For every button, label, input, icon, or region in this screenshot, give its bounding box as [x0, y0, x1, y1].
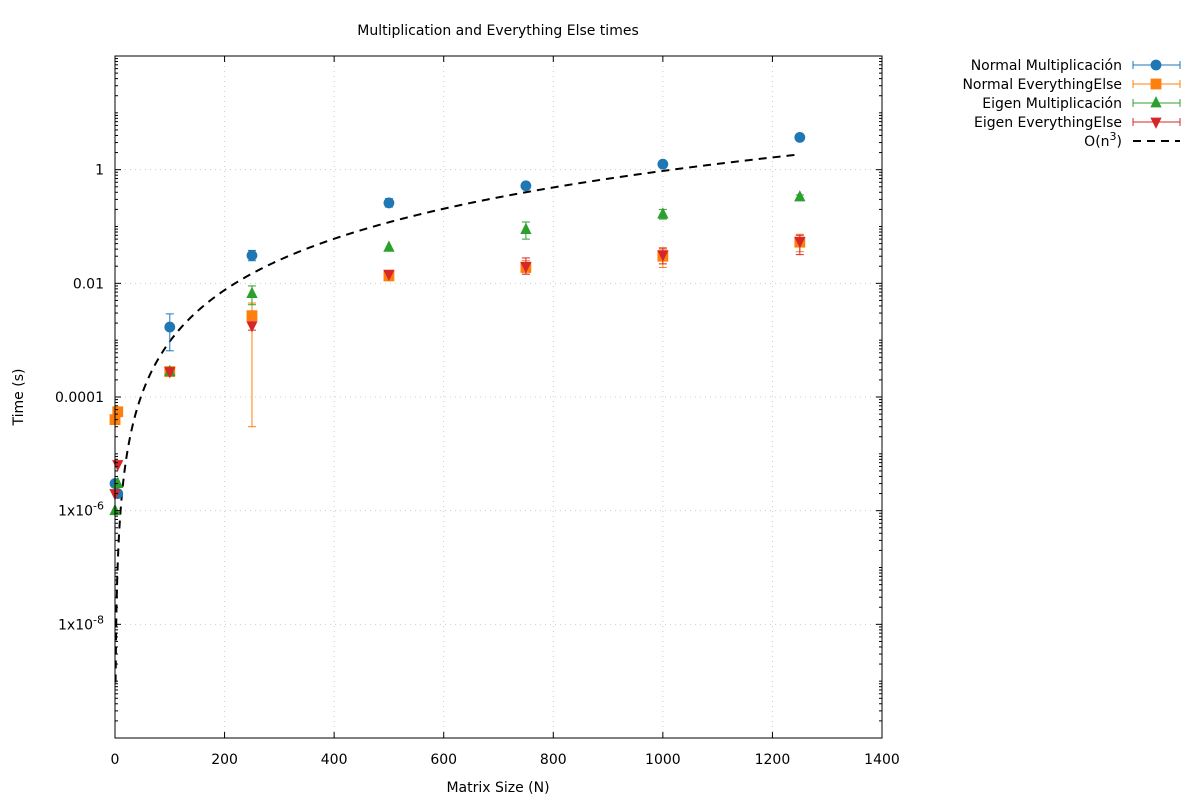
data-point: [246, 321, 258, 333]
series-0: [109, 131, 806, 499]
data-point: [246, 250, 258, 261]
legend-label: O(n3): [1084, 130, 1122, 150]
x-tick-labels: 0 200 400 600 800 1000 1200 1400: [111, 752, 900, 768]
legend-label: Normal EverythingElse: [962, 77, 1122, 93]
legend-marker: [1150, 59, 1162, 71]
x-tick-label: 200: [211, 752, 238, 768]
y-tick-label: 1x10-6: [58, 500, 104, 520]
data-point: [112, 406, 124, 418]
data-point: [383, 269, 395, 282]
legend: Normal Multiplicación Normal EverythingEl…: [962, 58, 1181, 150]
data-point: [246, 310, 258, 322]
x-tick-label: 800: [540, 752, 567, 768]
legend-marker: [1150, 117, 1162, 129]
legend-marker: [1150, 78, 1162, 90]
data-point: [794, 190, 806, 202]
x-tick-label: 1400: [864, 752, 900, 768]
x-tick-label: 1200: [755, 752, 791, 768]
series-1: [109, 233, 806, 428]
legend-label: Eigen EverythingElse: [974, 115, 1122, 131]
data-point: [657, 158, 669, 170]
reference-curve-o-n3: [114, 153, 800, 683]
y-tick-label: 1: [95, 163, 104, 179]
legend-marker: [1150, 96, 1162, 108]
legend-label: Eigen Multiplicación: [982, 96, 1122, 112]
legend-entry: Eigen Multiplicación: [982, 96, 1181, 112]
legend-entry: O(n3): [1084, 130, 1180, 150]
series-3: [109, 234, 806, 501]
reference-curve-layer: [114, 153, 800, 683]
legend-label: Normal Multiplicación: [971, 58, 1122, 74]
data-point: [164, 321, 176, 333]
data-point: [520, 180, 532, 192]
x-tick-label: 1000: [645, 752, 681, 768]
series-2: [109, 190, 806, 516]
series-layer: [109, 131, 806, 516]
data-point: [383, 197, 395, 209]
y-tick-label: 0.0001: [55, 390, 104, 406]
x-tick-label: 600: [430, 752, 457, 768]
x-tick-label: 0: [111, 752, 120, 768]
y-tick-label: 0.01: [73, 276, 104, 292]
chart-title: Multiplication and Everything Else times: [357, 23, 638, 39]
data-point: [657, 207, 669, 219]
data-point: [794, 131, 806, 143]
ticks: [114, 55, 883, 739]
data-point: [164, 367, 176, 379]
legend-entry: Normal EverythingElse: [962, 77, 1181, 93]
data-point: [112, 460, 124, 472]
x-axis-label: Matrix Size (N): [446, 780, 549, 796]
data-point: [246, 286, 258, 298]
data-point: [657, 250, 669, 262]
data-point: [794, 236, 806, 249]
grid: [114, 55, 883, 739]
y-tick-labels: 1x10-8 1x10-6 0.0001 0.01 1: [55, 163, 104, 634]
data-point: [383, 240, 395, 252]
data-point: [520, 261, 532, 274]
y-axis-label: Time (s): [11, 369, 27, 427]
x-tick-label: 400: [321, 752, 348, 768]
legend-entry: Normal Multiplicación: [971, 58, 1181, 74]
y-tick-label: 1x10-8: [58, 613, 104, 633]
legend-entry: Eigen EverythingElse: [974, 115, 1181, 131]
data-point: [520, 222, 532, 235]
